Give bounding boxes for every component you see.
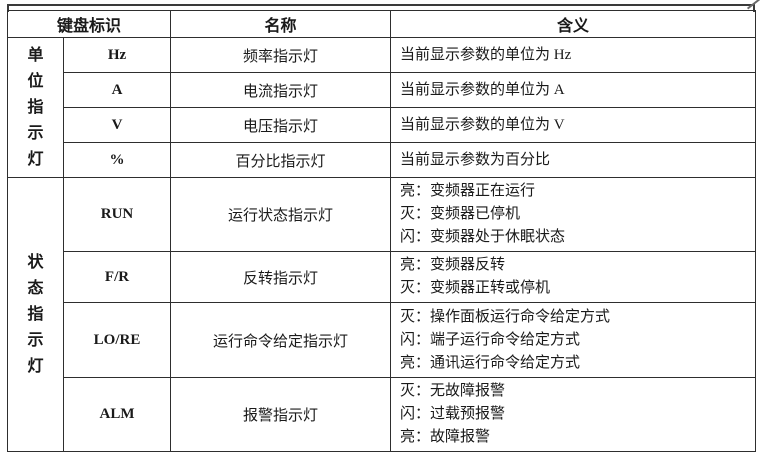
keyboard-id: F/R xyxy=(62,251,172,303)
meaning-line: 闪：变频器处于休眠状态 xyxy=(400,229,566,245)
meaning-line: 灭：变频器已停机 xyxy=(400,206,521,222)
scan-artifact-left-stub xyxy=(7,4,9,12)
scan-artifact-right-stub xyxy=(753,4,755,12)
indicator-meaning: 当前显示参数为百分比 xyxy=(390,142,757,178)
meaning-line: 闪：过载预报警 xyxy=(400,406,506,422)
table-row: ALM 报警指示灯 灭：无故障报警 闪：过载预报警 亮：故障报警 xyxy=(8,377,757,452)
header-meaning: 含义 xyxy=(390,10,757,38)
indicator-meaning: 灭：操作面板运行命令给定方式 闪：端子运行命令给定方式 亮：通讯运行命令给定方式 xyxy=(390,302,757,378)
table-row: % 百分比指示灯 当前显示参数为百分比 xyxy=(8,142,757,178)
table-row: LO/RE 运行命令给定指示灯 灭：操作面板运行命令给定方式 闪：端子运行命令给… xyxy=(8,302,757,378)
indicator-name: 报警指示灯 xyxy=(170,377,392,452)
keyboard-id: Hz xyxy=(62,37,172,73)
keyboard-id: % xyxy=(62,142,172,178)
meaning-line: 亮：变频器正在运行 xyxy=(400,183,536,199)
indicator-name: 电流指示灯 xyxy=(170,72,392,108)
indicator-table: 键盘标识 名称 含义 单位指示灯 Hz 频率指示灯 当前显示参数的单位为 Hz … xyxy=(6,10,757,452)
group-label-status-indicators: 状态指示灯 xyxy=(7,177,64,452)
meaning-line: 闪：端子运行命令给定方式 xyxy=(400,331,581,348)
meaning-line: 灭：无故障报警 xyxy=(400,383,506,399)
meaning-line: 灭：操作面板运行命令给定方式 xyxy=(400,308,611,325)
scan-artifact-top-line xyxy=(7,4,755,6)
table-row: F/R 反转指示灯 亮：变频器反转 灭：变频器正转或停机 xyxy=(8,251,757,303)
indicator-name: 频率指示灯 xyxy=(170,37,392,73)
table-row: 状态指示灯 RUN 运行状态指示灯 亮：变频器正在运行 灭：变频器已停机 闪：变… xyxy=(7,177,757,452)
meaning-line: 灭：变频器正转或停机 xyxy=(400,280,551,296)
indicator-name: 运行命令给定指示灯 xyxy=(170,302,392,378)
keyboard-id: RUN xyxy=(62,177,172,252)
indicator-meaning: 当前显示参数的单位为 V xyxy=(390,107,757,143)
indicator-name: 百分比指示灯 xyxy=(170,142,392,178)
indicator-meaning: 亮：变频器正在运行 灭：变频器已停机 闪：变频器处于休眠状态 xyxy=(390,177,757,252)
meaning-line: 当前显示参数的单位为 Hz xyxy=(400,46,572,63)
meaning-line: 亮：变频器反转 xyxy=(400,257,506,273)
indicator-meaning: 当前显示参数的单位为 Hz xyxy=(390,37,757,73)
indicator-meaning: 当前显示参数的单位为 A xyxy=(390,72,757,108)
table-header-row: 键盘标识 名称 含义 xyxy=(6,10,757,38)
table-row: V 电压指示灯 当前显示参数的单位为 V xyxy=(8,107,757,143)
keyboard-id: LO/RE xyxy=(62,302,172,378)
header-name: 名称 xyxy=(170,10,392,38)
keyboard-id: ALM xyxy=(62,377,172,452)
keyboard-id: V xyxy=(62,107,172,143)
table-row: 单位指示灯 Hz 频率指示灯 当前显示参数的单位为 Hz xyxy=(7,37,757,178)
meaning-line: 当前显示参数的单位为 V xyxy=(400,116,565,133)
group-label-text: 状态指示灯 xyxy=(27,253,44,375)
meaning-line: 当前显示参数的单位为 A xyxy=(400,81,565,98)
group-label-text: 单位指示灯 xyxy=(27,46,44,168)
keyboard-id: A xyxy=(62,72,172,108)
meaning-line: 当前显示参数为百分比 xyxy=(400,151,551,168)
meaning-line: 亮：故障报警 xyxy=(400,429,491,445)
meaning-line: 亮：通讯运行命令给定方式 xyxy=(400,354,581,371)
indicator-meaning: 亮：变频器反转 灭：变频器正转或停机 xyxy=(390,251,757,303)
header-keyboard-id: 键盘标识 xyxy=(6,10,172,38)
group-label-unit-indicators: 单位指示灯 xyxy=(7,37,64,178)
indicator-name: 反转指示灯 xyxy=(170,251,392,303)
table-row: A 电流指示灯 当前显示参数的单位为 A xyxy=(8,72,757,108)
indicator-meaning: 灭：无故障报警 闪：过载预报警 亮：故障报警 xyxy=(390,377,757,452)
indicator-name: 电压指示灯 xyxy=(170,107,392,143)
indicator-name: 运行状态指示灯 xyxy=(170,177,392,252)
